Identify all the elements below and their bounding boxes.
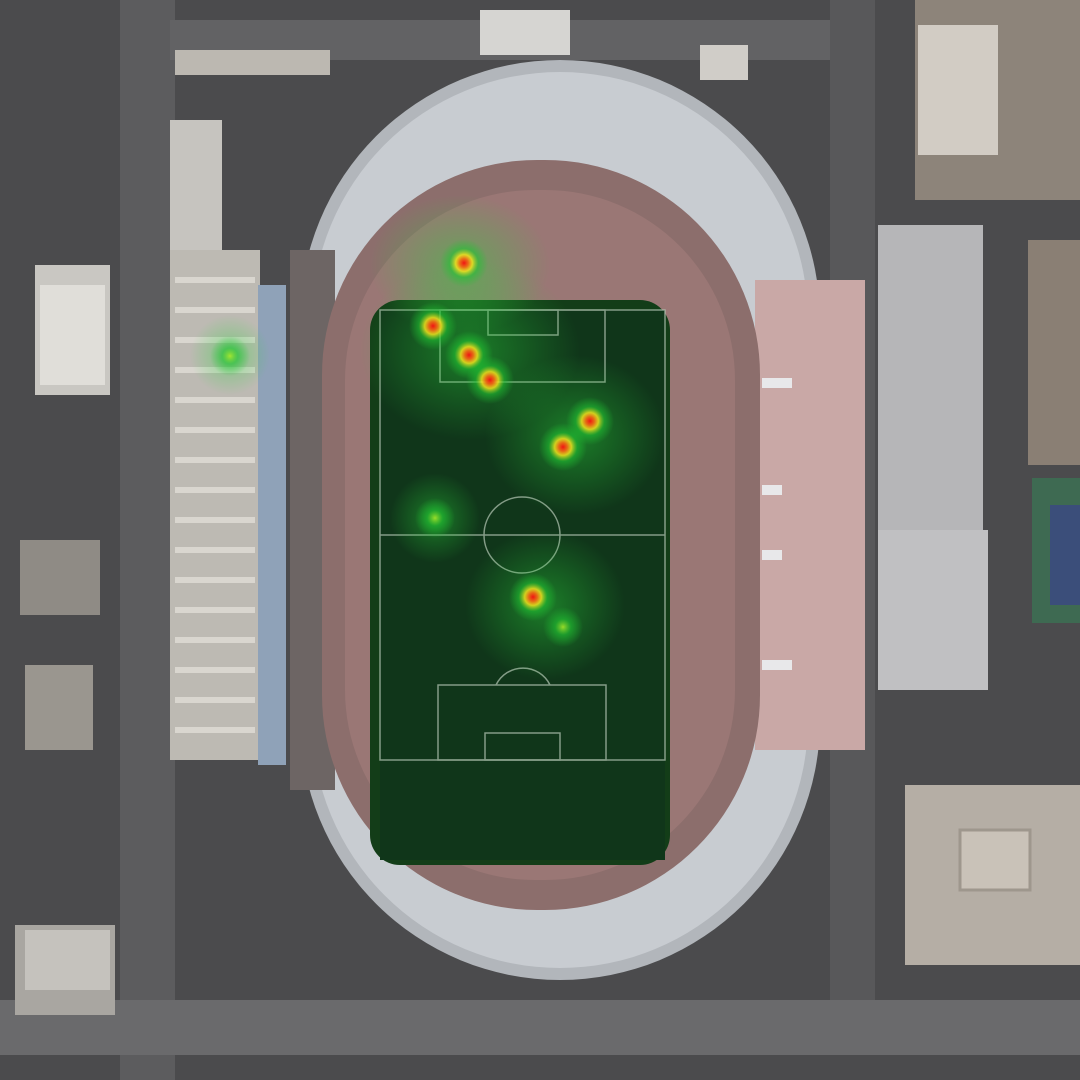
building bbox=[1028, 240, 1080, 465]
heatmap-hotspot-7 bbox=[509, 573, 557, 621]
heatmap-hotspot-2 bbox=[409, 302, 457, 350]
heatmap-hotspots bbox=[210, 239, 614, 647]
heatmap-hotspot-4 bbox=[466, 356, 514, 404]
heatmap-hotspot-10 bbox=[210, 336, 250, 376]
heatmap-hotspot-9 bbox=[415, 498, 455, 538]
building bbox=[170, 120, 222, 250]
tennis-court-surface bbox=[1050, 505, 1080, 605]
south-goal-area bbox=[484, 732, 561, 761]
building-roof-center bbox=[958, 828, 1032, 892]
east-building-roof bbox=[878, 225, 983, 530]
road-south bbox=[0, 1000, 1080, 1055]
east-grandstand bbox=[755, 280, 865, 750]
building bbox=[918, 25, 998, 155]
building bbox=[25, 665, 93, 750]
heatmap-hotspot-6 bbox=[539, 423, 587, 471]
road-west bbox=[120, 0, 175, 1080]
building bbox=[480, 10, 570, 55]
heatmap-hotspot-1 bbox=[440, 239, 488, 287]
building bbox=[175, 50, 330, 75]
east-building-roof bbox=[878, 530, 988, 690]
building bbox=[20, 540, 100, 615]
heatmap-hotspot-8 bbox=[543, 607, 583, 647]
building bbox=[700, 45, 748, 80]
east-grandstand-vomitories bbox=[762, 378, 792, 670]
building bbox=[25, 930, 110, 990]
building bbox=[40, 285, 105, 385]
